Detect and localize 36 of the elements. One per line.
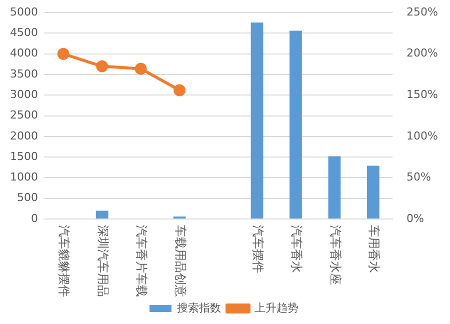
x-tick-label: 汽车摆件 — [250, 225, 265, 273]
y-tick-label: 5000 — [10, 5, 38, 18]
y-tick-label: 2500 — [10, 108, 38, 122]
y2-tick-label: 50% — [406, 170, 432, 184]
x-tick-label: 汽车香水座 — [328, 225, 342, 285]
point — [174, 84, 186, 96]
x-tick-label: 车载用品创意 — [173, 225, 188, 297]
y-tick-label: 500 — [16, 191, 38, 204]
point — [57, 48, 70, 60]
bar — [366, 166, 380, 218]
point — [96, 60, 108, 72]
y2-tick-label: 100% — [406, 129, 438, 142]
y2-tick-label: 0% — [406, 212, 424, 225]
bar — [96, 210, 108, 218]
legend-label: 搜索指数 — [177, 301, 221, 314]
y-tick-label: 1500 — [10, 150, 38, 163]
bar — [328, 156, 341, 218]
y-tick-label: 3500 — [10, 67, 38, 80]
bar — [290, 30, 302, 218]
x-tick-label: 汽车香水 — [290, 225, 304, 273]
y-tick-label: 1000 — [10, 170, 38, 184]
x-tick-label: 车用香水 — [367, 225, 382, 273]
bar — [250, 22, 264, 218]
y2-tick-label: 250% — [406, 5, 438, 18]
x-tick-label: 深圳汽车用品 — [96, 225, 110, 297]
legend-label: 上升趋势 — [254, 301, 298, 314]
point — [134, 62, 147, 75]
y-tick-label: 3000 — [10, 88, 38, 102]
y-tick-label: 0 — [30, 212, 38, 225]
x-tick-label: 汽车香片车载 — [134, 225, 149, 297]
y-tick-label: 4000 — [10, 46, 38, 60]
y-tick-label: 2000 — [10, 129, 38, 142]
y2-tick-label: 150% — [406, 88, 438, 102]
y2-tick-label: 200% — [406, 46, 438, 60]
y-tick-label: 4500 — [10, 26, 38, 40]
x-tick-label: 汽车貔貅摆件 — [57, 225, 72, 297]
